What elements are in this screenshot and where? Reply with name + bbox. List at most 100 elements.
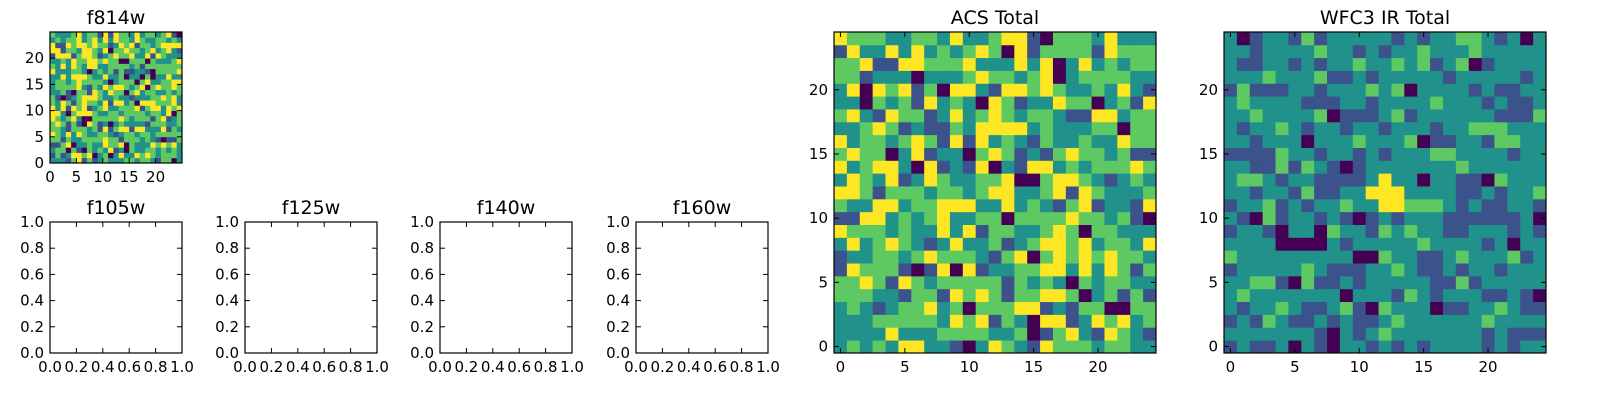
heatmap-cell bbox=[988, 275, 1002, 290]
heatmap-cell bbox=[65, 89, 72, 96]
heatmap-cell bbox=[113, 68, 120, 75]
heatmap-cell bbox=[50, 121, 56, 127]
heatmap-cell bbox=[55, 79, 61, 85]
heatmap-cell bbox=[846, 224, 861, 238]
heatmap-cell bbox=[171, 94, 178, 101]
heatmap-cell bbox=[1442, 263, 1457, 277]
heatmap-cell bbox=[1533, 121, 1547, 136]
heatmap-cell bbox=[1468, 263, 1482, 277]
heatmap-cell bbox=[102, 157, 109, 164]
heatmap-cell bbox=[1391, 173, 1405, 187]
heatmap-cell bbox=[139, 94, 146, 101]
heatmap-cell bbox=[872, 211, 886, 225]
heatmap-cell bbox=[86, 68, 93, 75]
heatmap-cell bbox=[885, 44, 899, 59]
heatmap-cell bbox=[1065, 147, 1080, 161]
heatmap-cell bbox=[898, 288, 912, 303]
heatmap-cell bbox=[1417, 340, 1431, 354]
heatmap-cell bbox=[846, 340, 861, 354]
heatmap-cell bbox=[118, 94, 125, 101]
heatmap-cell bbox=[1027, 173, 1041, 187]
heatmap-cell bbox=[1481, 237, 1495, 251]
heatmap-cell bbox=[1027, 198, 1041, 213]
heatmap-cell bbox=[1001, 83, 1015, 97]
heatmap-cell bbox=[1520, 173, 1534, 187]
heatmap-cell bbox=[1404, 327, 1418, 341]
heatmap-cell bbox=[1494, 314, 1508, 328]
heatmap-cell bbox=[166, 157, 172, 164]
heatmap-cell bbox=[1507, 32, 1521, 46]
heatmap-cell bbox=[129, 63, 135, 70]
heatmap-cell bbox=[1442, 109, 1457, 123]
heatmap-cell bbox=[1507, 237, 1521, 251]
heatmap-cell bbox=[1275, 96, 1289, 110]
heatmap-cell bbox=[1301, 96, 1315, 110]
heatmap-cell bbox=[1327, 301, 1341, 315]
heatmap-cell bbox=[76, 110, 83, 117]
heatmap-cell bbox=[911, 57, 925, 71]
heatmap-cell bbox=[55, 32, 61, 38]
heatmap-cell bbox=[118, 131, 125, 138]
heatmap-cell bbox=[118, 110, 125, 117]
heatmap-cell bbox=[1520, 147, 1534, 161]
heatmap-cell bbox=[1052, 121, 1067, 136]
heatmap-cell bbox=[1314, 198, 1328, 213]
heatmap-cell bbox=[962, 160, 977, 174]
heatmap-cell bbox=[1378, 147, 1392, 161]
heatmap-cell bbox=[50, 157, 56, 164]
heatmap-cell bbox=[139, 68, 146, 75]
heatmap-cell bbox=[898, 263, 912, 277]
heatmap-cell bbox=[1520, 327, 1534, 341]
heatmap-cell bbox=[1494, 70, 1508, 84]
heatmap-cell bbox=[1507, 83, 1521, 97]
heatmap-cell bbox=[1040, 173, 1054, 187]
heatmap-cell bbox=[834, 186, 848, 200]
heatmap-cell bbox=[81, 115, 88, 122]
axes-frame bbox=[635, 221, 769, 354]
heatmap-cell bbox=[937, 211, 951, 225]
heatmap-cell bbox=[962, 147, 977, 161]
heatmap-cell bbox=[1494, 32, 1508, 46]
heatmap-cell bbox=[166, 147, 172, 153]
heatmap-cell bbox=[60, 32, 67, 38]
heatmap-cell bbox=[872, 275, 886, 290]
heatmap-cell bbox=[1027, 83, 1041, 97]
heatmap-cell bbox=[1249, 32, 1264, 46]
heatmap-cell bbox=[1391, 32, 1405, 46]
heatmap-cell bbox=[1455, 288, 1470, 303]
heatmap-cell bbox=[1040, 121, 1054, 136]
x-tick-label: 0.2 bbox=[64, 358, 88, 376]
heatmap-cell bbox=[885, 147, 899, 161]
heatmap-cell bbox=[1365, 121, 1379, 136]
heatmap-cell bbox=[872, 314, 886, 328]
heatmap-cell bbox=[1091, 70, 1105, 84]
heatmap-cell bbox=[924, 83, 938, 97]
heatmap-cell bbox=[1391, 96, 1405, 110]
heatmap-cell bbox=[924, 160, 938, 174]
y-tick-label: 0.4 bbox=[20, 292, 44, 310]
x-tick-label: 10 bbox=[1350, 358, 1369, 376]
heatmap-cell bbox=[176, 89, 183, 96]
heatmap-cell bbox=[1481, 211, 1495, 225]
heatmap-cell bbox=[1104, 263, 1118, 277]
heatmap-cell bbox=[1327, 237, 1341, 251]
y-tick-label: 0.0 bbox=[410, 344, 434, 362]
heatmap-cell bbox=[92, 32, 98, 38]
heatmap-cell bbox=[1378, 83, 1392, 97]
heatmap-cell bbox=[108, 131, 114, 138]
heatmap-cell bbox=[50, 131, 56, 138]
heatmap-cell bbox=[1014, 83, 1028, 97]
heatmap-cell bbox=[50, 126, 56, 132]
heatmap-cell bbox=[1130, 96, 1144, 110]
heatmap-cell bbox=[134, 110, 141, 117]
heatmap-cell bbox=[1404, 275, 1418, 290]
heatmap-cell bbox=[129, 47, 135, 54]
heatmap-cell bbox=[1078, 288, 1092, 303]
heatmap-cell bbox=[988, 173, 1002, 187]
heatmap-cell bbox=[1091, 109, 1105, 123]
heatmap-cell bbox=[859, 314, 874, 328]
heatmap-cell bbox=[1352, 301, 1367, 315]
heatmap-cell bbox=[1404, 96, 1418, 110]
heatmap-cell bbox=[1455, 186, 1470, 200]
heatmap-cell bbox=[50, 136, 56, 143]
